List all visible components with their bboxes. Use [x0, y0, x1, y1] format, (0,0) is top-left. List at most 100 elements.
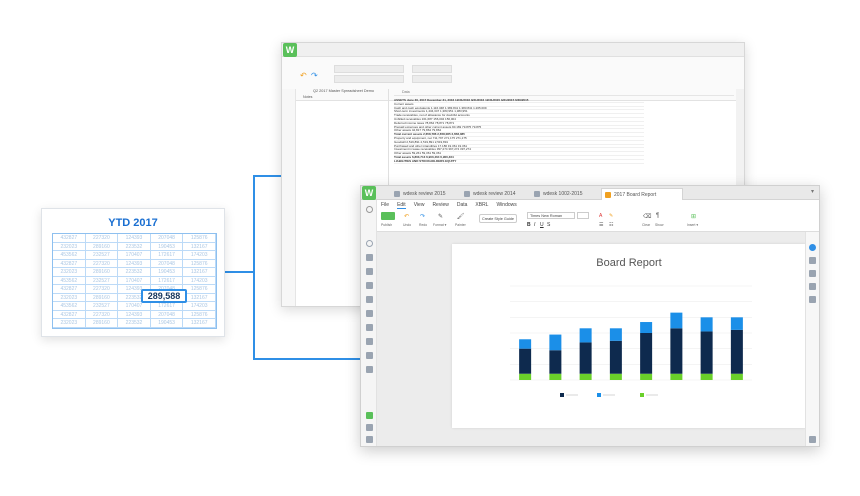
undo-icon[interactable]: ↶	[300, 71, 307, 80]
link-icon[interactable]	[809, 283, 816, 290]
menu-view[interactable]: View	[413, 202, 425, 208]
copy-icon[interactable]	[809, 270, 816, 277]
bar-segment[interactable]	[730, 329, 743, 374]
history-icon[interactable]	[809, 257, 816, 264]
bar-segment[interactable]	[700, 317, 713, 332]
checkmark-icon[interactable]	[366, 412, 373, 419]
sheet-row[interactable]: Unbilled receivables 161,687 156,004 156…	[394, 118, 644, 122]
toolbar-dropdown[interactable]	[334, 65, 404, 73]
sheet-row[interactable]: Other assets 59,261 59,361 59,361	[394, 152, 644, 156]
publish-button[interactable]	[381, 212, 395, 220]
report-page[interactable]: Board Report	[452, 244, 806, 428]
bar-segment[interactable]	[700, 331, 713, 374]
sheet-row[interactable]: Prepaid expenses and other current asset…	[394, 126, 644, 130]
sheet-row[interactable]: Short-term investments 1,434,347 1,383,9…	[394, 110, 644, 115]
menu-file[interactable]: File	[381, 202, 390, 208]
tab-wdesk-review-2015[interactable]: wdesk review 2015	[391, 188, 453, 200]
bar-segment[interactable]	[549, 350, 562, 374]
bar-segment[interactable]	[579, 342, 592, 374]
tab-wdesk-1002-2015[interactable]: wdesk 1002-2015	[531, 188, 593, 200]
bar-segment[interactable]	[519, 373, 532, 380]
tab-menu-chevron-icon[interactable]: ▾	[810, 189, 814, 195]
tab-wdesk-review-2014[interactable]: wdesk review 2014	[461, 188, 523, 200]
page-icon[interactable]	[366, 282, 373, 289]
bar-segment[interactable]	[519, 339, 532, 349]
clock-icon[interactable]	[366, 240, 373, 247]
chat-icon[interactable]	[366, 436, 373, 443]
attachment-icon[interactable]	[809, 296, 816, 303]
font-size-select[interactable]	[577, 212, 589, 219]
bar-segment[interactable]	[609, 340, 622, 374]
tab-2017-board-report[interactable]: 2017 Board Report	[601, 188, 683, 200]
sheet-row[interactable]: Investment in lease receivables 397,274 …	[394, 148, 644, 153]
sheet-row[interactable]: LIABILITIES AND STOCKHOLDERS EQUITY	[394, 160, 644, 164]
menu-review[interactable]: Review	[432, 202, 449, 208]
bar-segment[interactable]	[640, 322, 653, 333]
menu-edit[interactable]: Edit	[397, 202, 406, 209]
close-icon[interactable]	[366, 206, 373, 213]
sheet-row[interactable]: Goodwill 2,519,891 2,519,891 2,519,891	[394, 141, 644, 145]
bar-segment[interactable]	[670, 328, 683, 374]
create-style-guide-button[interactable]: Create Style Guide	[479, 214, 517, 223]
sheet-row[interactable]: Current assets	[394, 103, 644, 107]
spreadsheet-grid[interactable]: ASSETS June 30, 2017 December 31, 2016 1…	[394, 99, 644, 219]
bold-button[interactable]: B	[527, 222, 531, 228]
table-icon[interactable]	[366, 352, 373, 359]
sheet-row[interactable]: Total assets 6,803,713 6,900,464 6,900,4…	[394, 156, 644, 160]
sheet-row[interactable]: Cash and cash equivalents 1,116,348 1,38…	[394, 107, 644, 111]
bar-segment[interactable]	[640, 333, 653, 374]
toolbar-dropdown[interactable]	[412, 65, 452, 73]
redo-icon[interactable]: ↷	[311, 71, 318, 80]
bar-segment[interactable]	[670, 373, 683, 380]
bar-segment[interactable]	[609, 373, 622, 380]
underline-button[interactable]: U	[540, 222, 544, 228]
bar-segment[interactable]	[579, 373, 592, 380]
bar-segment[interactable]	[519, 348, 532, 374]
bullet-list-icon[interactable]: ☰	[599, 222, 604, 228]
font-select[interactable]: Times New Roman	[527, 212, 575, 219]
menu-data[interactable]: Data	[456, 202, 468, 208]
formula-bar[interactable]: Data	[394, 89, 734, 96]
toolbar-dropdown[interactable]	[412, 75, 452, 83]
bar-segment[interactable]	[640, 373, 653, 380]
numbered-list-icon[interactable]: ☷	[609, 222, 614, 228]
toolbar-dropdown[interactable]	[334, 75, 404, 83]
sheet-row[interactable]: ASSETS June 30, 2017 December 31, 2016 1…	[394, 99, 644, 103]
bar-segment[interactable]	[609, 328, 622, 341]
sheet-row[interactable]: Purchased and other intangibles 17,186 1…	[394, 145, 644, 149]
bar-segment[interactable]	[549, 334, 562, 351]
layout-icon[interactable]	[366, 296, 373, 303]
highlight-icon[interactable]: ✎	[609, 213, 614, 219]
bar-segment[interactable]	[549, 373, 562, 380]
comment-icon[interactable]	[366, 324, 373, 331]
format-icon[interactable]: ✎	[437, 214, 444, 220]
outline-icon[interactable]	[366, 254, 373, 261]
sheet-row[interactable]: Property and equipment, net 711,797 271,…	[394, 137, 644, 141]
sheet-row[interactable]: Other assets 42,817 79,864 79,864	[394, 129, 644, 134]
painter-icon[interactable]: 🖌	[456, 214, 465, 220]
bar-segment[interactable]	[700, 373, 713, 380]
people-icon[interactable]	[366, 424, 373, 431]
bookmark-icon[interactable]	[366, 268, 373, 275]
insert-icon[interactable]: ⊞	[691, 214, 697, 220]
ytd-highlight-cell[interactable]: 289,588	[141, 289, 187, 303]
strikethrough-button[interactable]: S	[547, 222, 551, 228]
redo-icon[interactable]: ↷	[419, 214, 426, 220]
grid-icon[interactable]	[366, 366, 373, 373]
tree-item[interactable]: Notes	[303, 94, 313, 99]
board-report-chart[interactable]	[452, 244, 806, 428]
bar-segment[interactable]	[730, 317, 743, 330]
sheet-row[interactable]: Deferred income taxes 78,864 78,871 78,8…	[394, 122, 644, 126]
bar-segment[interactable]	[579, 328, 592, 343]
clear-icon[interactable]: ⌫	[643, 214, 652, 220]
bar-segment[interactable]	[730, 373, 743, 380]
menu-windows[interactable]: Windows	[496, 202, 517, 208]
menu-xbrl[interactable]: XBRL	[475, 202, 489, 208]
sheet-row[interactable]: Trade receivables, net of allowance for …	[394, 114, 644, 118]
italic-button[interactable]: I	[534, 222, 536, 228]
settings-icon[interactable]	[366, 310, 373, 317]
font-color-icon[interactable]: A	[599, 213, 603, 219]
folder-icon[interactable]	[366, 338, 373, 345]
user-icon[interactable]	[809, 436, 816, 443]
undo-icon[interactable]: ↶	[403, 214, 410, 220]
